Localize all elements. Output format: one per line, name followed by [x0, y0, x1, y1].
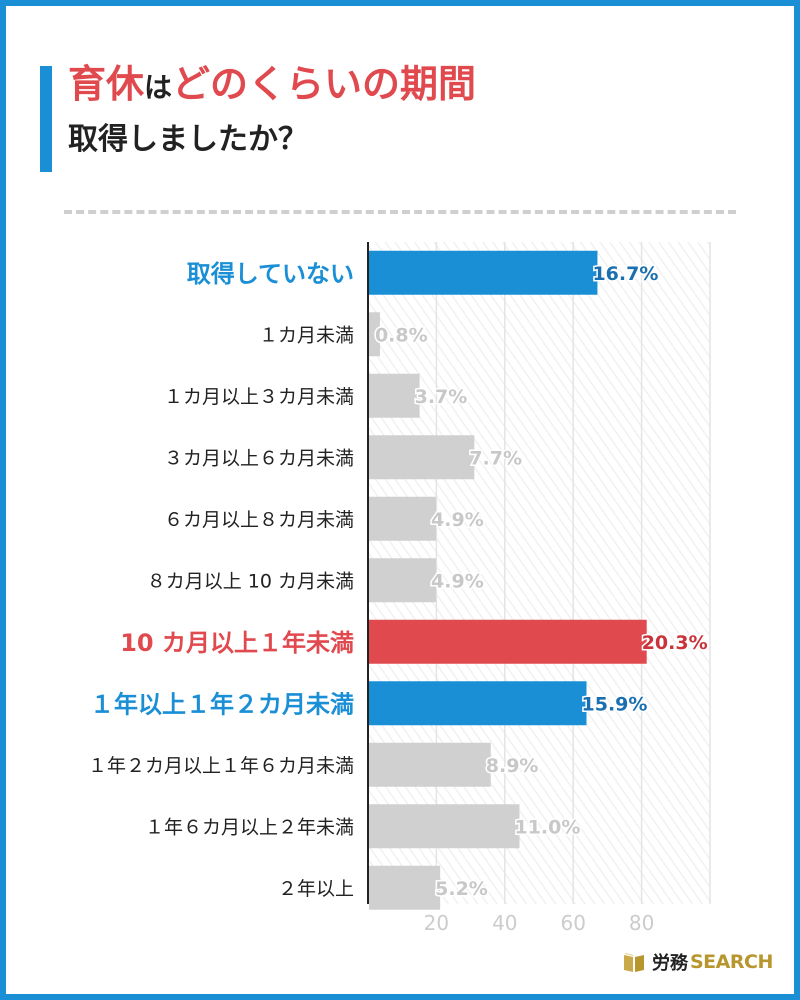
bar — [369, 681, 587, 726]
book-icon — [624, 953, 644, 972]
bar — [369, 619, 647, 664]
title-keyword-period: どのくらいの期間 — [172, 62, 477, 106]
category-label: 10 カ月以上１年未満 — [120, 629, 354, 657]
bar — [369, 558, 437, 603]
value-label: 5.2% — [435, 878, 488, 900]
logo-text-en: SEARCH — [690, 951, 773, 973]
bar — [369, 496, 437, 541]
category-label: １年２カ月以上１年６カ月未満 — [88, 755, 354, 777]
category-label: １年以上１年２カ月未満 — [90, 690, 354, 718]
title-line-1: 育休はどのくらいの期間 — [68, 60, 476, 112]
value-label: 11.0% — [514, 816, 580, 838]
title-particle: は — [144, 71, 173, 104]
bar — [369, 865, 441, 910]
x-tick-label: 40 — [492, 911, 517, 935]
bar — [369, 373, 420, 418]
value-label: 15.9% — [582, 693, 648, 715]
bar — [369, 804, 520, 849]
value-label: 0.8% — [375, 324, 428, 346]
category-label: １年６カ月以上２年未満 — [145, 816, 354, 838]
value-label: 3.7% — [415, 386, 468, 408]
value-label: 20.3% — [642, 632, 708, 654]
bar — [369, 250, 598, 295]
bar — [369, 312, 380, 357]
category-label: ８カ月以上 10 カ月未満 — [147, 570, 354, 592]
x-tick-label: 20 — [424, 911, 449, 935]
logo-text-jp: 労務 — [652, 953, 688, 974]
category-label: 取得していない — [187, 260, 354, 288]
x-tick-label: 80 — [629, 911, 654, 935]
category-label: ２年以上 — [278, 878, 354, 900]
bar — [369, 742, 491, 787]
value-label: 4.9% — [431, 570, 484, 592]
category-label: １カ月以上３カ月未満 — [164, 386, 354, 408]
value-label: 7.7% — [469, 447, 522, 469]
category-label: ３カ月以上６カ月未満 — [164, 447, 354, 469]
value-label: 4.9% — [431, 509, 484, 531]
title-keyword-ikukyu: 育休 — [68, 62, 145, 106]
category-label: ６カ月以上８カ月未満 — [164, 509, 354, 531]
brand-logo: 労務 SEARCH — [622, 948, 773, 976]
title-line-2: 取得しましたか？ — [68, 122, 308, 157]
dashed-divider — [64, 210, 736, 214]
category-label: １カ月未満 — [259, 324, 354, 346]
value-label: 16.7% — [592, 263, 658, 285]
title-accent-bar — [40, 66, 52, 172]
bar — [369, 435, 475, 480]
value-label: 8.9% — [486, 755, 539, 777]
x-tick-label: 60 — [560, 911, 585, 935]
